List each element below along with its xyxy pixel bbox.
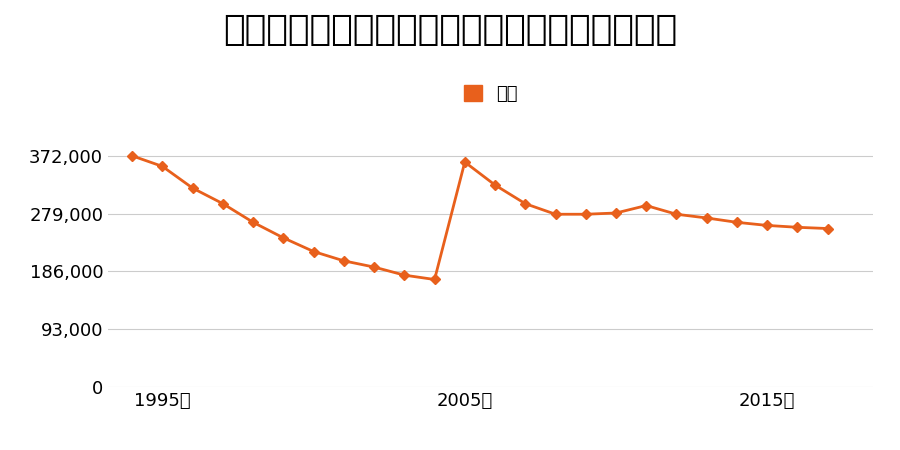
Legend: 価格: 価格	[456, 77, 525, 110]
Text: 埼玉県春日部市中央１丁目５８番４の地価推移: 埼玉県春日部市中央１丁目５８番４の地価推移	[223, 14, 677, 48]
